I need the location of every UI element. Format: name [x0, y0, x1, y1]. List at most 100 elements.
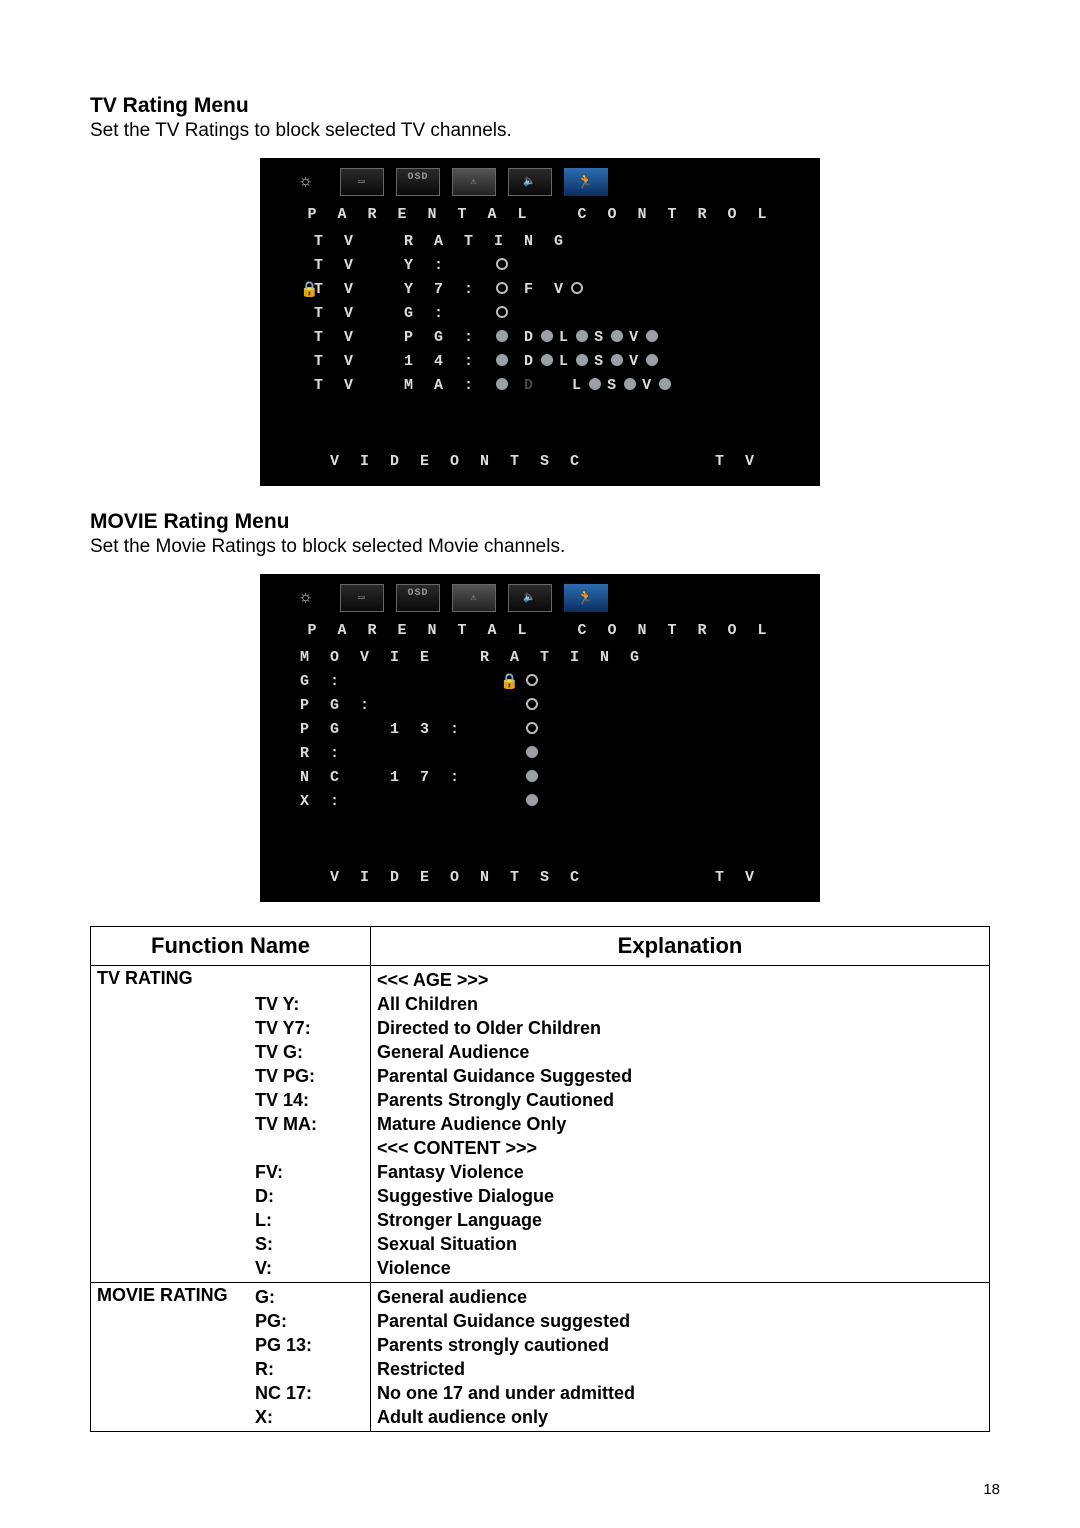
function-name: TV RATING [97, 968, 255, 1280]
tv-rating-row: T V P G : DLSV [300, 325, 820, 349]
osd-footer-right: T V [715, 453, 760, 470]
state-indicator [496, 354, 508, 366]
sub-label: D [524, 329, 539, 346]
code-label: X: [255, 1405, 364, 1429]
osd-header: P A R E N T A L C O N T R O L [260, 200, 820, 225]
sub-state-indicator [646, 354, 658, 366]
table-row: TV RATING TV Y:TV Y7:TV G:TV PG:TV 14:TV… [91, 966, 990, 1283]
sub-label: V [642, 377, 657, 394]
tv-rating-row: T V 1 4 : D L S V [300, 349, 820, 373]
movie-osd-screenshot: ☼▭OSD⚠🔈🏃 P A R E N T A L C O N T R O L M… [90, 574, 990, 902]
state-indicator [526, 794, 538, 806]
sub-state-indicator [576, 330, 588, 342]
explanation-text: Parental Guidance suggested [377, 1309, 983, 1333]
rating-label: X : [300, 793, 500, 810]
lock-icon: 🔒 [500, 672, 518, 691]
code-label: PG: [255, 1309, 364, 1333]
rating-label: T V G : [314, 305, 494, 322]
tv-rating-subtitle: Set the TV Ratings to block selected TV … [90, 120, 990, 142]
sub-state-indicator [541, 330, 553, 342]
explanation-text: <<< AGE >>> [377, 968, 983, 992]
tv-osd-screenshot: ☼▭OSD⚠🔈🏃 P A R E N T A L C O N T R O L T… [90, 158, 990, 486]
explanation-text: Violence [377, 1256, 983, 1280]
sub-label: S [607, 377, 622, 394]
explanation-text: Fantasy Violence [377, 1160, 983, 1184]
movie-rating-row: P G : [300, 693, 820, 717]
sub-state-indicator [611, 330, 623, 342]
explanation-text: Directed to Older Children [377, 1016, 983, 1040]
osd-footer-right: T V [715, 869, 760, 886]
sub-label: D [524, 353, 539, 370]
sub-label: L [559, 353, 574, 370]
sun-icon: ☼ [284, 168, 328, 196]
tv-rating-row: T V Y : [300, 253, 820, 277]
explanation-text: Adult audience only [377, 1405, 983, 1429]
osd-footer-left: V I D E O N T S C [330, 869, 585, 886]
movie-rating-title: MOVIE Rating Menu [90, 510, 990, 534]
state-indicator [526, 698, 538, 710]
rating-label: R : [300, 745, 500, 762]
parental-icon: ⚠ [452, 584, 496, 612]
tv-rating-row: T V G : [300, 301, 820, 325]
sub-label: V [629, 353, 644, 370]
rating-label: T V Y 7 : [314, 281, 494, 298]
sub-label: S [594, 353, 609, 370]
code-label: TV PG: [255, 1064, 364, 1088]
code-label: S: [255, 1232, 364, 1256]
rating-label: T V P G : [314, 329, 494, 346]
rating-label: P G : [300, 697, 500, 714]
screen-icon: ▭ [340, 168, 384, 196]
movie-rating-row: R : [300, 741, 820, 765]
state-indicator [526, 746, 538, 758]
osd-icon: OSD [396, 584, 440, 612]
explanation-text: Suggestive Dialogue [377, 1184, 983, 1208]
sub-state-indicator [611, 354, 623, 366]
speaker-icon: 🔈 [508, 168, 552, 196]
explanation-text: Parents Strongly Cautioned [377, 1088, 983, 1112]
code-label: R: [255, 1357, 364, 1381]
table-row: MOVIE RATINGG:PG:PG 13:R:NC 17:X:General… [91, 1283, 990, 1432]
tv-rating-title: TV Rating Menu [90, 94, 990, 118]
movie-rating-row: X : [300, 789, 820, 813]
code-label: TV Y7: [255, 1016, 364, 1040]
state-indicator [496, 282, 508, 294]
rating-label: P G 1 3 : [300, 721, 500, 738]
rating-label: T V 1 4 : [314, 353, 494, 370]
explanation-text: Stronger Language [377, 1208, 983, 1232]
explanation-text: Parents strongly cautioned [377, 1333, 983, 1357]
sub-label: L [559, 329, 574, 346]
code-label: V: [255, 1256, 364, 1280]
state-indicator [496, 258, 508, 270]
screen-icon: ▭ [340, 584, 384, 612]
rating-label: T V M A : [314, 377, 494, 394]
code-label: TV Y: [255, 992, 364, 1016]
explanation-text: Restricted [377, 1357, 983, 1381]
movie-rating-subtitle: Set the Movie Ratings to block selected … [90, 536, 990, 558]
runner-icon: 🏃 [564, 168, 608, 196]
code-label: PG 13: [255, 1333, 364, 1357]
code-label: TV G: [255, 1040, 364, 1064]
th-function-name: Function Name [91, 927, 371, 966]
sub-label: V [629, 329, 644, 346]
sub-state-indicator [541, 354, 553, 366]
rating-label: G : [300, 673, 500, 690]
function-name: MOVIE RATING [97, 1285, 255, 1429]
tv-rating-row: 🔒T V Y 7 : F V [300, 277, 820, 301]
runner-icon: 🏃 [564, 584, 608, 612]
code-label: L: [255, 1208, 364, 1232]
code-label: TV 14: [255, 1088, 364, 1112]
explanation-text: <<< CONTENT >>> [377, 1136, 983, 1160]
explanation-text: Mature Audience Only [377, 1112, 983, 1136]
state-indicator [496, 330, 508, 342]
sub-label: L [572, 377, 587, 394]
sub-state-indicator [624, 378, 636, 390]
state-indicator [526, 722, 538, 734]
state-indicator [526, 770, 538, 782]
state-indicator [496, 378, 508, 390]
movie-rating-row: P G 1 3 : [300, 717, 820, 741]
movie-rating-row: G :🔒 [300, 669, 820, 693]
explanation-text: Sexual Situation [377, 1232, 983, 1256]
tv-rating-section-label: T V R A T I N G [314, 233, 569, 250]
explanation-text: No one 17 and under admitted [377, 1381, 983, 1405]
sub-state-indicator [571, 282, 583, 294]
